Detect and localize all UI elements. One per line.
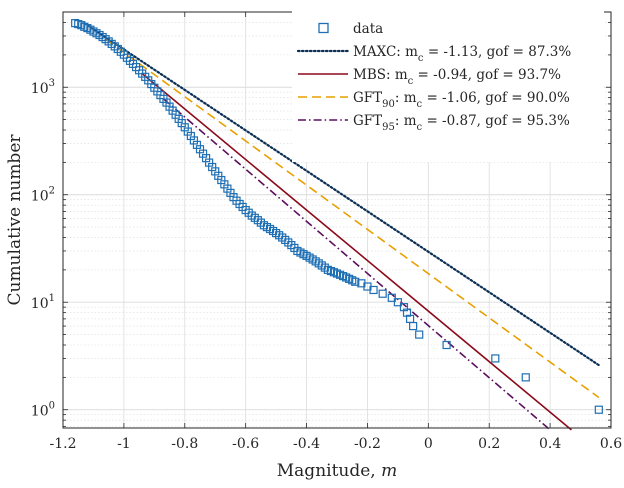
lines-layer: [83, 22, 600, 431]
x-tick-label: -0.4: [293, 436, 320, 452]
y-tick-label: 102: [31, 186, 55, 205]
data-point: [415, 330, 424, 339]
fit-line-gft90: [105, 38, 600, 399]
fit-line-gft95: [162, 98, 551, 431]
legend-label-maxc: MAXC: mc = -1.13, gof = 87.3%: [353, 44, 571, 64]
legend-label-mbs: MBS: mc = -0.94, gof = 93.7%: [353, 67, 561, 87]
y-tick-label: 100: [31, 401, 55, 420]
data-point: [409, 321, 418, 331]
x-tick-label: -0.8: [171, 436, 198, 452]
x-tick-label: -0.6: [232, 436, 259, 452]
data-point: [393, 298, 402, 307]
data-point: [594, 405, 603, 414]
x-tick-label: -1: [117, 436, 131, 452]
data-point: [387, 293, 396, 302]
y-axis-label: Cumulative number: [5, 134, 25, 306]
legend-label-gft90: GFT90: mc = -1.06, gof = 90.0%: [353, 90, 570, 110]
x-axis-label: Magnitude, m: [277, 461, 397, 481]
legend: data MAXC: mc = -1.13, gof = 87.3% MBS: mc…: [292, 8, 604, 162]
fit-line-mbs: [141, 72, 572, 431]
x-tick-label: 0.6: [600, 436, 622, 452]
data-point: [442, 340, 451, 350]
fit-line-maxc: [83, 22, 600, 367]
y-tick-label: 103: [31, 78, 55, 97]
legend-marker-data: [318, 22, 329, 34]
data-point: [491, 354, 500, 363]
ticks-layer: -1.2 -1 -0.8 -0.6 -0.4 -0.2 0 0.2 0.4 0.6 100 101 10…: [31, 11, 622, 452]
x-tick-label: -0.2: [354, 436, 381, 452]
legend-background: [292, 8, 604, 162]
x-tick-label: 0.4: [539, 436, 561, 452]
x-tick-label: 0: [424, 436, 433, 452]
data-point: [351, 277, 360, 286]
x-tick-label: -1.2: [50, 436, 77, 452]
data-point: [521, 373, 530, 382]
legend-label-gft95: GFT95: mc = -0.87, gof = 95.3%: [353, 113, 570, 133]
data-point: [369, 285, 378, 295]
y-tick-label: 101: [31, 293, 55, 312]
legend-label-data: data: [353, 21, 383, 37]
data-point: [378, 289, 387, 298]
x-tick-label: 0.2: [478, 436, 500, 452]
points-layer: [71, 19, 603, 414]
